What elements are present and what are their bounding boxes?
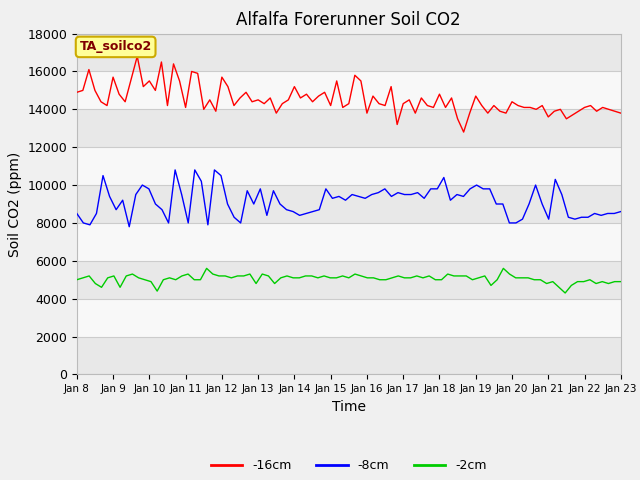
-16cm bbox=[460, 129, 467, 135]
-8cm bbox=[79, 220, 87, 226]
Bar bbox=[77, 336, 621, 374]
-16cm bbox=[611, 108, 619, 114]
-8cm bbox=[617, 209, 625, 215]
-2cm bbox=[568, 283, 575, 288]
-2cm bbox=[141, 277, 148, 283]
-16cm bbox=[73, 89, 81, 95]
Y-axis label: Soil CO2 (ppm): Soil CO2 (ppm) bbox=[8, 151, 22, 257]
-2cm bbox=[129, 271, 136, 277]
-2cm bbox=[357, 273, 365, 279]
X-axis label: Time: Time bbox=[332, 400, 366, 414]
Line: -8cm: -8cm bbox=[77, 170, 621, 227]
-2cm bbox=[289, 275, 297, 281]
Title: Alfalfa Forerunner Soil CO2: Alfalfa Forerunner Soil CO2 bbox=[237, 11, 461, 29]
-16cm bbox=[145, 78, 153, 84]
Bar bbox=[77, 223, 621, 261]
-2cm bbox=[561, 290, 569, 296]
-8cm bbox=[328, 195, 336, 201]
Text: TA_soilco2: TA_soilco2 bbox=[79, 40, 152, 53]
Bar bbox=[77, 147, 621, 185]
Bar bbox=[77, 34, 621, 72]
Bar bbox=[77, 299, 621, 336]
-16cm bbox=[133, 53, 141, 59]
-8cm bbox=[499, 201, 507, 207]
-2cm bbox=[203, 265, 211, 271]
Line: -2cm: -2cm bbox=[77, 268, 621, 293]
Bar bbox=[77, 72, 621, 109]
-8cm bbox=[106, 193, 113, 199]
-8cm bbox=[355, 193, 362, 199]
-8cm bbox=[73, 211, 81, 216]
-8cm bbox=[172, 167, 179, 173]
-16cm bbox=[545, 114, 552, 120]
Bar bbox=[77, 185, 621, 223]
-2cm bbox=[184, 271, 192, 277]
Bar bbox=[77, 261, 621, 299]
-2cm bbox=[617, 279, 625, 285]
-16cm bbox=[218, 74, 226, 80]
Bar bbox=[77, 109, 621, 147]
-2cm bbox=[73, 277, 81, 283]
Legend: -16cm, -8cm, -2cm: -16cm, -8cm, -2cm bbox=[205, 454, 492, 477]
-8cm bbox=[525, 201, 533, 207]
-8cm bbox=[125, 224, 133, 229]
-16cm bbox=[206, 97, 214, 103]
Line: -16cm: -16cm bbox=[77, 56, 621, 132]
-16cm bbox=[617, 110, 625, 116]
-16cm bbox=[394, 121, 401, 127]
